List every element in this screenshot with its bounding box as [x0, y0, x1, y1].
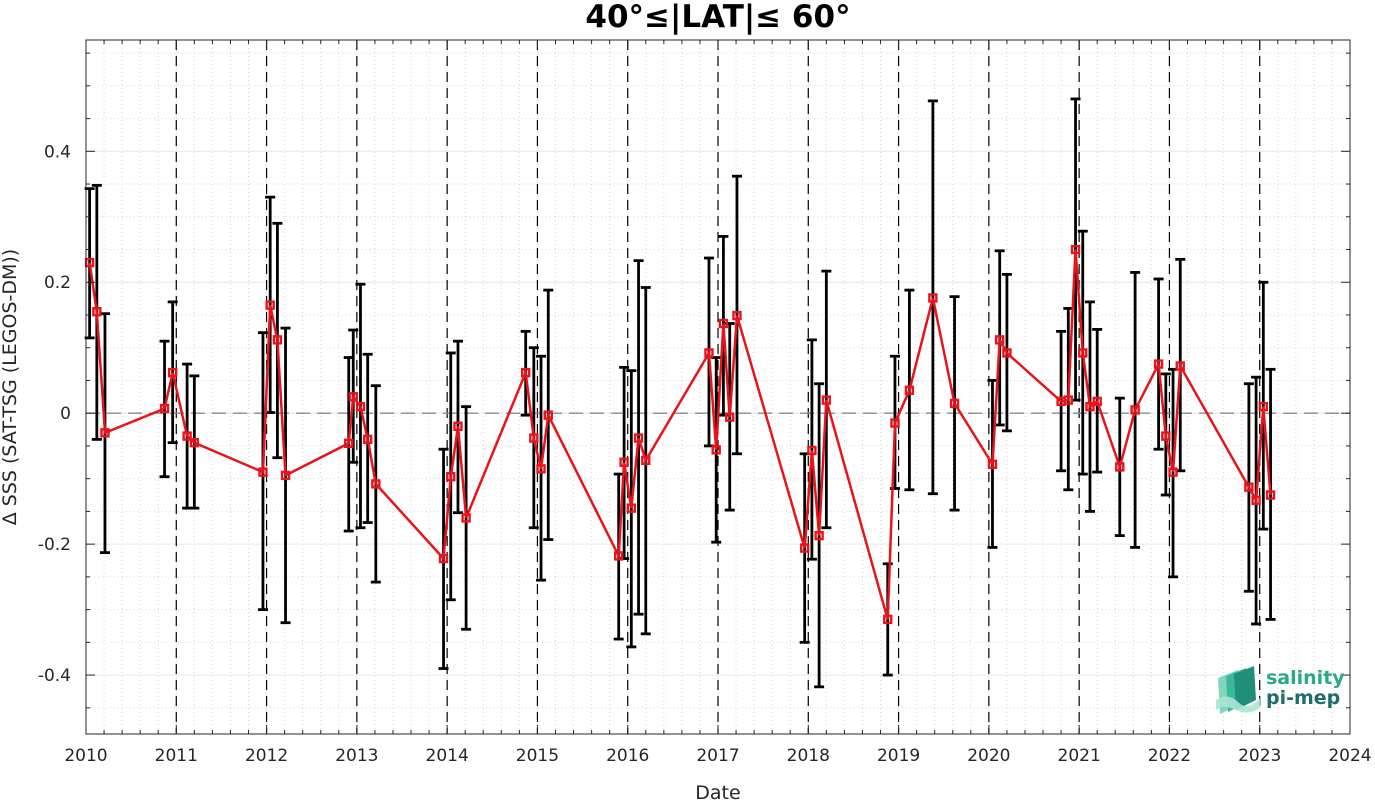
- data-point: [453, 421, 463, 431]
- data-point: [265, 300, 275, 310]
- data-point: [1244, 482, 1254, 492]
- data-point: [100, 428, 110, 438]
- data-point: [1092, 396, 1102, 407]
- data-point: [1063, 395, 1074, 405]
- logo-line2: pi-mep: [1266, 687, 1341, 709]
- y-tick-label: -0.4: [38, 666, 71, 686]
- x-axis-title: Date: [695, 782, 740, 801]
- data-point: [355, 401, 366, 412]
- data-point: [821, 395, 832, 405]
- x-tick-label: 2016: [606, 746, 649, 766]
- data-point: [711, 445, 721, 455]
- x-tick-label: 2021: [1058, 746, 1101, 766]
- y-tick-labels: -0.4 -0.2 0 0.2 0.4: [38, 142, 71, 686]
- data-point: [159, 403, 170, 414]
- x-tick-label: 2013: [335, 746, 378, 766]
- x-tick-label: 2024: [1328, 746, 1371, 766]
- data-point: [704, 348, 714, 358]
- data-point: [536, 464, 546, 474]
- data-point: [633, 433, 644, 443]
- data-point: [626, 503, 637, 513]
- data-point: [182, 431, 192, 441]
- x-tick-label: 2017: [696, 746, 739, 766]
- year-boundary-lines: [175, 40, 1261, 734]
- data-point: [189, 437, 200, 448]
- data-point: [1130, 405, 1140, 415]
- x-tick-label: 2023: [1238, 746, 1281, 766]
- data-point: [167, 367, 178, 378]
- y-tick-label: -0.2: [38, 535, 71, 555]
- x-tick-labels: 2010 2011 2012 2013 2014 2015 2016 2017 2018 2019…: [64, 746, 1371, 766]
- x-tick-label: 2015: [516, 746, 559, 766]
- data-point: [446, 471, 456, 482]
- data-point: [258, 467, 268, 477]
- data-point: [987, 459, 998, 469]
- data-point: [1153, 359, 1164, 369]
- data-point: [543, 410, 553, 420]
- data-point: [613, 551, 624, 561]
- data-point: [1175, 361, 1185, 371]
- data-point: [994, 335, 1005, 345]
- data-point: [1161, 431, 1171, 441]
- data-point: [732, 310, 742, 321]
- data-point: [348, 392, 358, 402]
- data-point: [1070, 244, 1081, 255]
- axis-ticks: [85, 40, 1351, 734]
- x-tick-label: 2019: [877, 746, 920, 766]
- x-tick-label: 2020: [967, 746, 1010, 766]
- data-point: [1078, 348, 1088, 358]
- data-point: [438, 553, 449, 564]
- data-point: [371, 479, 381, 489]
- y-axis-title: Δ SSS (SAT-TSG (LEGOS-DM)): [0, 249, 21, 525]
- y-tick-label: 0.2: [44, 273, 71, 293]
- data-point: [1258, 401, 1269, 412]
- data-point: [725, 412, 735, 422]
- data-point: [520, 367, 531, 378]
- data-point: [641, 455, 651, 466]
- data-point: [344, 438, 354, 449]
- data-point: [1168, 467, 1178, 477]
- data-point: [619, 457, 629, 467]
- logo-line1: salinity: [1266, 667, 1345, 689]
- data-point: [529, 433, 539, 443]
- x-tick-label: 2012: [245, 746, 288, 766]
- data-point: [280, 470, 291, 481]
- data-point: [883, 614, 893, 625]
- data-point: [814, 530, 824, 541]
- x-tick-label: 2010: [64, 746, 107, 766]
- y-tick-label: 0: [60, 404, 71, 424]
- data-point: [949, 398, 960, 409]
- x-tick-label: 2018: [787, 746, 830, 766]
- series-line: [88, 249, 1272, 620]
- data-point: [718, 318, 729, 329]
- data-point: [1265, 490, 1276, 500]
- x-tick-label: 2014: [426, 746, 469, 766]
- data-point: [362, 434, 373, 445]
- data-point: [807, 445, 817, 456]
- data-point: [799, 543, 810, 553]
- data-point: [890, 418, 900, 428]
- data-markers: [84, 244, 1276, 625]
- x-tick-label: 2011: [155, 746, 198, 766]
- salinity-pi-mep-logo: salinity pi-mep: [1214, 664, 1354, 720]
- data-point: [1115, 462, 1125, 472]
- x-tick-label: 2022: [1148, 746, 1191, 766]
- data-point: [461, 513, 471, 523]
- y-tick-label: 0.4: [44, 142, 71, 162]
- data-point: [1085, 401, 1095, 412]
- logo-wave-icon: [1216, 666, 1260, 714]
- data-point: [92, 307, 102, 317]
- data-point: [928, 293, 938, 303]
- data-point: [904, 385, 915, 395]
- data-point: [1251, 495, 1261, 505]
- data-point: [272, 335, 283, 345]
- chart-title: 40°≤|LAT|≤ 60°: [585, 0, 850, 35]
- data-point: [1002, 348, 1012, 358]
